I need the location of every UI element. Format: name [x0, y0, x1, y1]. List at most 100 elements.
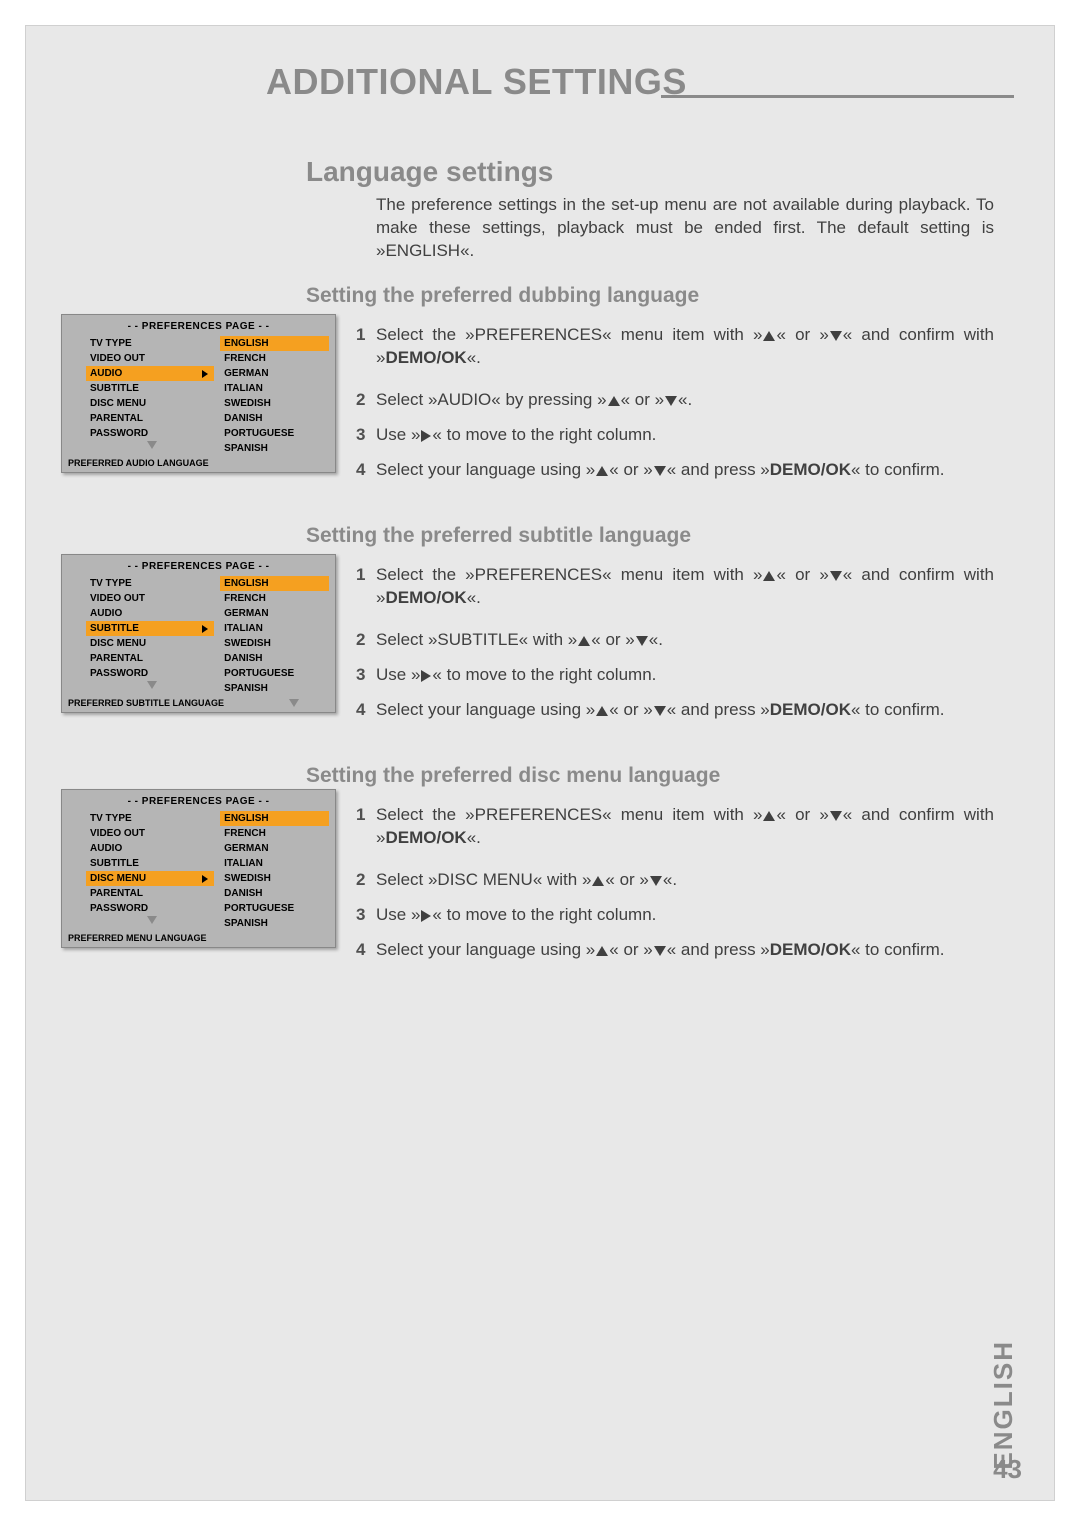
- step-number: 2: [356, 869, 365, 892]
- up-arrow-icon: [596, 466, 608, 476]
- menu-left-item: AUDIO: [86, 366, 214, 381]
- intro-paragraph: The preference settings in the set-up me…: [376, 194, 994, 263]
- menu-right-item: PORTUGUESE: [224, 666, 329, 681]
- down-arrow-icon: [654, 946, 666, 956]
- instruction-step: 3Use »« to move to the right column.: [376, 664, 994, 687]
- preferences-menu: - - PREFERENCES PAGE - - TV TYPEVIDEO OUT…: [61, 554, 336, 713]
- menu-right-item: ENGLISH: [220, 576, 329, 591]
- menu-left-item: PASSWORD: [90, 901, 214, 916]
- menu-footer: PREFERRED AUDIO LANGUAGE: [68, 458, 329, 468]
- instruction-step: 4Select your language using »« or »« and…: [376, 699, 994, 722]
- menu-scroll-icon: [289, 699, 299, 707]
- instruction-step: 2Select »SUBTITLE« with »« or »«.: [376, 629, 994, 652]
- menu-right-item: ITALIAN: [224, 621, 329, 636]
- step-number: 4: [356, 939, 365, 962]
- menu-left-item: DISC MENU: [90, 636, 214, 651]
- instruction-step: 1Select the »PREFERENCES« menu item with…: [376, 324, 994, 370]
- menu-right-item: SWEDISH: [224, 636, 329, 651]
- menu-right-item: ENGLISH: [220, 336, 329, 351]
- step-number: 2: [356, 629, 365, 652]
- step-number: 1: [356, 804, 365, 827]
- menu-right-item: SPANISH: [224, 681, 329, 696]
- instruction-step: 3Use »« to move to the right column.: [376, 904, 994, 927]
- menu-right-item: ENGLISH: [220, 811, 329, 826]
- menu-right-item: DANISH: [224, 886, 329, 901]
- down-arrow-icon: [830, 571, 842, 581]
- manual-page: ADDITIONAL SETTINGS Language settings Th…: [25, 25, 1055, 1501]
- menu-left-item: TV TYPE: [90, 576, 214, 591]
- step-number: 3: [356, 424, 365, 447]
- subsection-title: Setting the preferred dubbing language: [306, 284, 699, 308]
- up-arrow-icon: [763, 811, 775, 821]
- down-arrow-icon: [654, 466, 666, 476]
- up-arrow-icon: [592, 876, 604, 886]
- menu-left-item: PARENTAL: [90, 886, 214, 901]
- menu-right-item: PORTUGUESE: [224, 426, 329, 441]
- page-header: ADDITIONAL SETTINGS: [266, 61, 1014, 98]
- menu-left-item: TV TYPE: [90, 811, 214, 826]
- menu-scroll-icon: [90, 681, 214, 695]
- up-arrow-icon: [763, 331, 775, 341]
- instruction-step: 2Select »DISC MENU« with »« or »«.: [376, 869, 994, 892]
- right-arrow-icon: [421, 670, 431, 682]
- menu-left-item: VIDEO OUT: [90, 826, 214, 841]
- subsection-title: Setting the preferred subtitle language: [306, 524, 691, 548]
- up-arrow-icon: [596, 946, 608, 956]
- language-tab: ENGLISH: [988, 1340, 1019, 1470]
- menu-left-item: VIDEO OUT: [90, 351, 214, 366]
- menu-left-item: SUBTITLE: [90, 381, 214, 396]
- step-number: 1: [356, 324, 365, 347]
- menu-right-item: SWEDISH: [224, 871, 329, 886]
- menu-right-item: GERMAN: [224, 841, 329, 856]
- menu-right-item: SWEDISH: [224, 396, 329, 411]
- subsection-title: Setting the preferred disc menu language: [306, 764, 720, 788]
- up-arrow-icon: [763, 571, 775, 581]
- down-arrow-icon: [636, 636, 648, 646]
- down-arrow-icon: [654, 706, 666, 716]
- menu-left-item: VIDEO OUT: [90, 591, 214, 606]
- menu-footer: PREFERRED SUBTITLE LANGUAGE: [68, 698, 329, 708]
- step-number: 3: [356, 904, 365, 927]
- instruction-step: 4Select your language using »« or »« and…: [376, 459, 994, 482]
- step-number: 4: [356, 459, 365, 482]
- instruction-step: 2Select »AUDIO« by pressing »« or »«.: [376, 389, 994, 412]
- header-rule: [661, 95, 1014, 98]
- menu-right-item: DANISH: [224, 411, 329, 426]
- menu-right-item: GERMAN: [224, 366, 329, 381]
- menu-right-item: FRENCH: [224, 351, 329, 366]
- menu-left-item: PASSWORD: [90, 426, 214, 441]
- up-arrow-icon: [596, 706, 608, 716]
- menu-right-item: GERMAN: [224, 606, 329, 621]
- down-arrow-icon: [650, 876, 662, 886]
- up-arrow-icon: [578, 636, 590, 646]
- menu-left-item: PARENTAL: [90, 411, 214, 426]
- menu-scroll-icon: [90, 916, 214, 930]
- instruction-step: 1Select the »PREFERENCES« menu item with…: [376, 804, 994, 850]
- down-arrow-icon: [830, 811, 842, 821]
- step-number: 3: [356, 664, 365, 687]
- right-arrow-icon: [421, 910, 431, 922]
- instruction-step: 3Use »« to move to the right column.: [376, 424, 994, 447]
- step-number: 4: [356, 699, 365, 722]
- menu-left-item: PASSWORD: [90, 666, 214, 681]
- preferences-menu: - - PREFERENCES PAGE - -TV TYPEVIDEO OUT…: [61, 314, 336, 473]
- menu-title: - - PREFERENCES PAGE - -: [68, 796, 329, 807]
- down-arrow-icon: [830, 331, 842, 341]
- menu-right-item: FRENCH: [224, 591, 329, 606]
- menu-left-item: AUDIO: [90, 841, 214, 856]
- menu-right-item: ITALIAN: [224, 381, 329, 396]
- instruction-step: 4Select your language using »« or »« and…: [376, 939, 994, 962]
- menu-left-item: AUDIO: [90, 606, 214, 621]
- section-title: Language settings: [306, 156, 553, 188]
- menu-right-item: PORTUGUESE: [224, 901, 329, 916]
- step-number: 2: [356, 389, 365, 412]
- menu-left-item: SUBTITLE: [90, 856, 214, 871]
- menu-right-item: ITALIAN: [224, 856, 329, 871]
- menu-left-item: PARENTAL: [90, 651, 214, 666]
- down-arrow-icon: [665, 396, 677, 406]
- menu-title: - - PREFERENCES PAGE - -: [68, 561, 329, 572]
- menu-left-item: DISC MENU: [90, 396, 214, 411]
- menu-left-item: SUBTITLE: [86, 621, 214, 636]
- preferences-menu: - - PREFERENCES PAGE - - TV TYPEVIDEO OUT…: [61, 789, 336, 948]
- right-arrow-icon: [421, 430, 431, 442]
